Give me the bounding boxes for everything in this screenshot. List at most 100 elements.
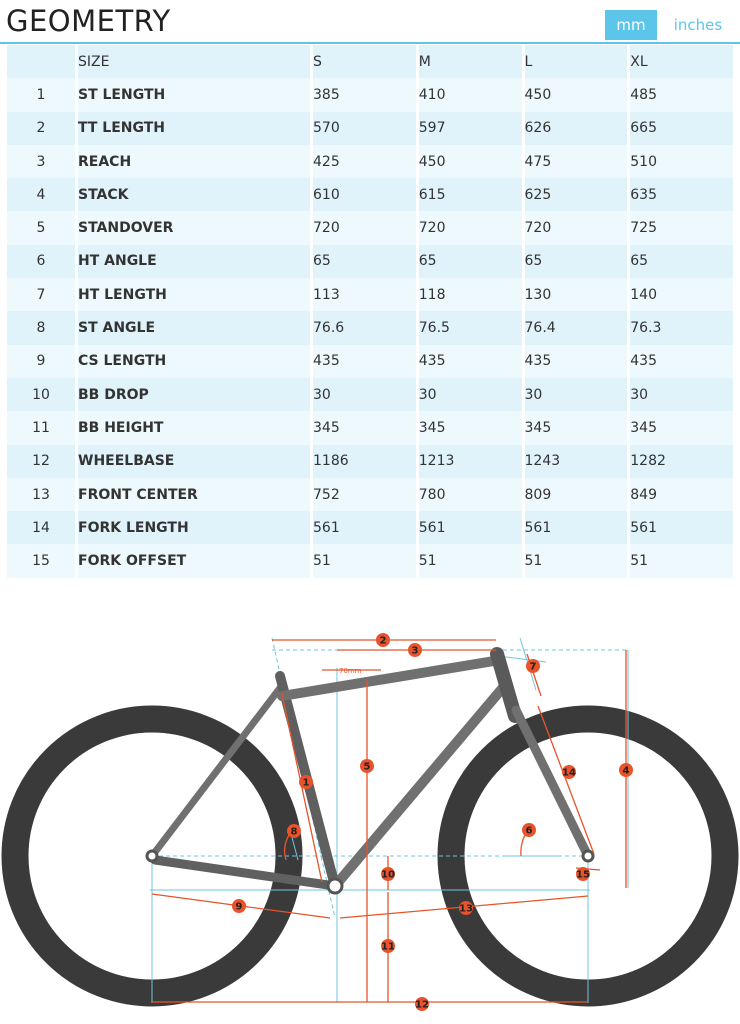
cell-value: 780 — [418, 477, 522, 512]
cell-value: 615 — [418, 178, 522, 212]
cell-value: 435 — [313, 344, 416, 378]
dimension-marker-12: 12 — [415, 997, 429, 1011]
cell-value: 76.5 — [418, 311, 522, 345]
dimension-marker-14: 14 — [562, 765, 576, 779]
dimension-marker-9: 9 — [232, 899, 246, 913]
row-label: CS LENGTH — [78, 344, 310, 378]
column-header: M — [418, 45, 522, 79]
cell-value: 51 — [630, 544, 733, 578]
dimension-marker-10: 10 — [381, 867, 395, 881]
row-number: 13 — [7, 477, 75, 512]
table-row: 9 CS LENGTH 435 435 435 435 — [7, 344, 733, 378]
cell-value: 65 — [418, 244, 522, 279]
table-row: 1 ST LENGTH 385 410 450 485 — [7, 78, 733, 112]
dimension-marker-8: 8 — [287, 824, 301, 838]
table-row: 12 WHEELBASE 1186 1213 1243 1282 — [7, 444, 733, 478]
row-number: 11 — [7, 411, 75, 445]
cell-value: 76.6 — [313, 311, 416, 345]
cell-value: 65 — [630, 244, 733, 279]
table-row: 13 FRONT CENTER 752 780 809 849 — [7, 477, 733, 512]
unit-toggle-inches[interactable]: inches — [673, 16, 723, 34]
cell-value: 30 — [630, 377, 733, 412]
cell-value: 76.3 — [630, 311, 733, 345]
row-number: 10 — [7, 377, 75, 412]
marker-number: 8 — [291, 827, 298, 838]
dimension-marker-7: 7 — [526, 659, 540, 673]
page-title: GEOMETRY — [6, 4, 171, 38]
table-header-row: SIZE S M L XL — [7, 45, 733, 79]
cell-value: 561 — [418, 511, 522, 545]
marker-number: 1 — [303, 778, 310, 789]
row-label: HT ANGLE — [78, 244, 310, 279]
row-number: 12 — [7, 444, 75, 478]
row-number: 4 — [7, 178, 75, 212]
cell-value: 30 — [524, 377, 628, 412]
cell-value: 1282 — [630, 444, 733, 478]
row-label: BB HEIGHT — [78, 411, 310, 445]
marker-number: 15 — [576, 870, 590, 881]
row-number: 5 — [7, 211, 75, 245]
dimension-marker-3: 3 — [408, 643, 422, 657]
cell-value: 51 — [313, 544, 416, 578]
cell-value: 435 — [418, 344, 522, 378]
row-label: ST ANGLE — [78, 311, 310, 345]
marker-number: 14 — [562, 768, 576, 779]
cell-value: 1243 — [524, 444, 628, 478]
marker-number: 3 — [412, 646, 419, 657]
marker-number: 9 — [236, 902, 243, 913]
cell-value: 1186 — [313, 444, 416, 478]
table-row: 3 REACH 425 450 475 510 — [7, 144, 733, 179]
cell-value: 410 — [418, 78, 522, 112]
row-number: 1 — [7, 78, 75, 112]
column-header: S — [313, 45, 416, 79]
cell-value: 345 — [313, 411, 416, 445]
table-row: 10 BB DROP 30 30 30 30 — [7, 377, 733, 412]
cell-value: 720 — [418, 211, 522, 245]
table-row: 6 HT ANGLE 65 65 65 65 — [7, 244, 733, 279]
dimension-marker-5: 5 — [360, 759, 374, 773]
cell-value: 130 — [524, 278, 628, 312]
cell-value: 752 — [313, 477, 416, 512]
cell-value: 725 — [630, 211, 733, 245]
table-row: 5 STANDOVER 720 720 720 725 — [7, 211, 733, 245]
cell-value: 561 — [524, 511, 628, 545]
table-row: 15 FORK OFFSET 51 51 51 51 — [7, 544, 733, 578]
row-label: BB DROP — [78, 377, 310, 412]
cell-value: 76.4 — [524, 311, 628, 345]
table-row: 14 FORK LENGTH 561 561 561 561 — [7, 511, 733, 545]
row-number: 6 — [7, 244, 75, 279]
marker-number: 2 — [380, 636, 387, 647]
row-number: 8 — [7, 311, 75, 345]
row-label: STANDOVER — [78, 211, 310, 245]
dimension-marker-15: 15 — [576, 867, 590, 881]
column-header: L — [524, 45, 628, 79]
row-label: REACH — [78, 144, 310, 179]
cell-value: 720 — [524, 211, 628, 245]
row-label: WHEELBASE — [78, 444, 310, 478]
row-number: 2 — [7, 111, 75, 145]
column-header-num — [7, 45, 75, 79]
marker-number: 10 — [381, 870, 395, 881]
cell-value: 485 — [630, 78, 733, 112]
row-label: FORK OFFSET — [78, 544, 310, 578]
row-label: ST LENGTH — [78, 78, 310, 112]
table-row: 7 HT LENGTH 113 118 130 140 — [7, 278, 733, 312]
row-label: FRONT CENTER — [78, 477, 310, 512]
cell-value: 635 — [630, 178, 733, 212]
cell-value: 597 — [418, 111, 522, 145]
geometry-table: SIZE S M L XL 1 ST LENGTH 385 410 450 485 2 TT LENGT… — [4, 45, 736, 578]
header: GEOMETRY mm inches — [0, 0, 740, 44]
marker-number: 7 — [530, 662, 537, 673]
cell-value: 51 — [418, 544, 522, 578]
cell-value: 65 — [524, 244, 628, 279]
dimension-marker-1: 1 — [299, 775, 313, 789]
cell-value: 626 — [524, 111, 628, 145]
row-number: 9 — [7, 344, 75, 378]
unit-toggle-mm[interactable]: mm — [605, 10, 657, 40]
cell-value: 345 — [524, 411, 628, 445]
dimension-marker-4: 4 — [619, 763, 633, 777]
column-header: XL — [630, 45, 733, 79]
cell-value: 665 — [630, 111, 733, 145]
